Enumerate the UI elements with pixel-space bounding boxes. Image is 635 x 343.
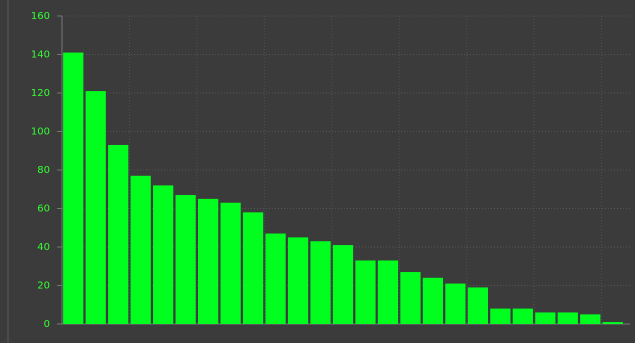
bar — [355, 260, 376, 324]
bar — [220, 202, 241, 324]
y-tick-label: 100 — [31, 127, 50, 138]
bar — [265, 233, 286, 324]
y-tick-label: 60 — [37, 204, 50, 215]
bar — [310, 241, 331, 324]
bar — [512, 308, 533, 324]
y-tick-label: 40 — [37, 242, 50, 253]
y-tick-label: 0 — [44, 319, 50, 330]
bar — [63, 52, 84, 324]
bar — [332, 245, 354, 324]
bar — [467, 287, 488, 324]
bar — [198, 198, 219, 324]
bar — [445, 283, 466, 324]
y-tick-label: 120 — [31, 88, 50, 99]
y-tick-label: 80 — [37, 165, 50, 176]
bar — [153, 185, 174, 324]
bar — [535, 312, 556, 324]
bar — [175, 195, 196, 324]
bar — [85, 91, 106, 324]
bar — [108, 144, 129, 324]
bar — [130, 175, 151, 324]
y-tick-label: 20 — [37, 281, 50, 292]
bar — [557, 312, 578, 324]
y-tick-label: 140 — [31, 50, 50, 61]
bar — [490, 308, 511, 324]
bar — [602, 322, 623, 324]
bar — [287, 237, 309, 324]
bar — [580, 314, 601, 324]
bar — [422, 277, 444, 324]
y-tick-label: 160 — [31, 11, 50, 22]
bar — [377, 260, 399, 324]
bar — [242, 212, 264, 324]
bar — [400, 272, 421, 324]
